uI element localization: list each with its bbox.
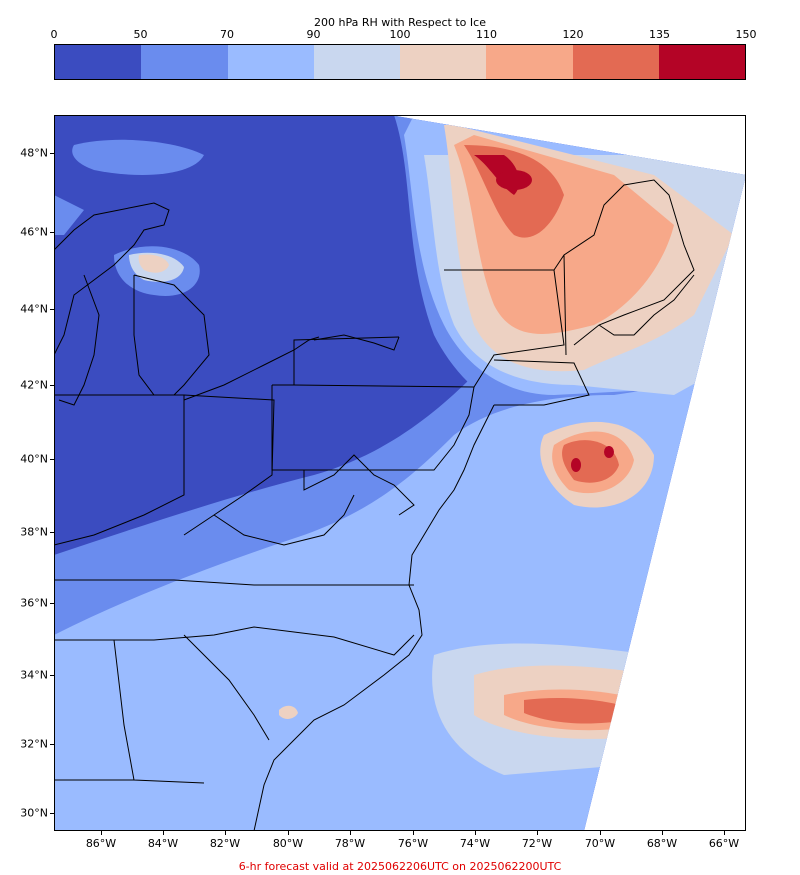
lat-tick <box>50 459 54 460</box>
lon-tick <box>662 831 663 835</box>
colorbar-tick-label: 120 <box>562 28 584 41</box>
new-england-border <box>493 359 590 406</box>
state-border <box>271 384 475 471</box>
lon-label: 78°W <box>334 837 366 850</box>
state-border <box>113 639 205 784</box>
lon-label: 80°W <box>272 837 304 850</box>
state-border <box>303 454 415 516</box>
rh-band <box>496 170 532 190</box>
lat-tick <box>50 813 54 814</box>
lat-tick <box>50 532 54 533</box>
lat-label: 40°N <box>20 452 48 466</box>
rh-band <box>138 254 169 273</box>
lat-tick <box>50 309 54 310</box>
lon-tick <box>350 831 351 835</box>
forecast-caption: 6-hr forecast valid at 2025062206UTC on … <box>238 860 562 873</box>
rh-band <box>604 446 614 458</box>
state-border <box>213 494 355 546</box>
lat-tick <box>50 153 54 154</box>
lat-label: 42°N <box>20 378 48 392</box>
colorbar-tick-label: 90 <box>306 28 321 41</box>
map-plot <box>54 115 746 831</box>
lon-label: 70°W <box>584 837 616 850</box>
rh-band <box>571 458 581 472</box>
colorbar-tick-label: 110 <box>476 28 497 41</box>
colorbar-tick-label: 0 <box>50 28 58 41</box>
lake-ontario-outline <box>313 334 400 351</box>
state-border <box>54 626 415 656</box>
lat-label: 36°N <box>20 596 48 610</box>
rh-band <box>524 697 629 724</box>
colorbar-tick-label: 70 <box>220 28 234 41</box>
political-boundaries <box>54 179 695 831</box>
lon-tick <box>163 831 164 835</box>
new-england-border <box>444 269 565 388</box>
great-lakes-outline <box>54 202 170 356</box>
colorbar-title: 200 hPa RH with Respect to Ice <box>314 16 486 29</box>
new-england-border <box>553 179 695 346</box>
rh-band <box>54 195 84 235</box>
state-border <box>183 394 275 536</box>
lake-michigan-outline <box>58 274 100 406</box>
lat-label: 48°N <box>20 146 48 160</box>
lat-tick <box>50 232 54 233</box>
colorbar-segment <box>55 45 142 79</box>
lon-tick <box>413 831 414 835</box>
lon-tick <box>101 831 102 835</box>
lon-label: 72°W <box>521 837 553 850</box>
lat-label: 44°N <box>20 302 48 316</box>
colorbar-segment <box>486 45 573 79</box>
new-england-border <box>563 254 567 356</box>
colorbar-segment <box>658 45 745 79</box>
lat-label: 30°N <box>20 806 48 820</box>
colorbar-tick-label: 135 <box>649 28 670 41</box>
rh-band <box>72 139 205 175</box>
lon-tick <box>537 831 538 835</box>
rh-field <box>54 115 746 831</box>
lat-label: 32°N <box>20 737 48 751</box>
lat-tick <box>50 603 54 604</box>
colorbar-tick-label: 50 <box>133 28 148 41</box>
colorbar-segment <box>227 45 314 79</box>
state-border <box>54 394 185 546</box>
colorbar-bar <box>54 44 746 80</box>
colorbar-segment <box>572 45 659 79</box>
lon-label: 86°W <box>85 837 117 850</box>
colorbar-segment <box>313 45 400 79</box>
colorbar-tick-label: 150 <box>735 28 757 41</box>
lon-tick <box>600 831 601 835</box>
michigan-outline <box>133 274 210 396</box>
lon-label: 68°W <box>646 837 678 850</box>
state-border <box>183 634 270 741</box>
colorbar-segment <box>400 45 487 79</box>
coastline <box>598 274 695 336</box>
rh-band <box>279 705 298 719</box>
lon-label: 82°W <box>209 837 241 850</box>
lat-label: 46°N <box>20 225 48 239</box>
lon-tick <box>475 831 476 835</box>
lon-label: 74°W <box>459 837 491 850</box>
lon-tick <box>724 831 725 835</box>
colorbar-tick-label: 100 <box>389 28 411 41</box>
lon-label: 66°W <box>708 837 740 850</box>
coastline <box>253 404 495 831</box>
state-border <box>54 579 414 586</box>
lat-tick <box>50 385 54 386</box>
state-border <box>293 336 400 385</box>
lon-label: 84°W <box>147 837 179 850</box>
lat-label: 38°N <box>20 525 48 539</box>
lat-tick <box>50 675 54 676</box>
lat-tick <box>50 744 54 745</box>
lat-label: 34°N <box>20 668 48 682</box>
lon-label: 76°W <box>397 837 429 850</box>
lon-tick <box>225 831 226 835</box>
lon-tick <box>288 831 289 835</box>
colorbar-segment <box>141 45 228 79</box>
